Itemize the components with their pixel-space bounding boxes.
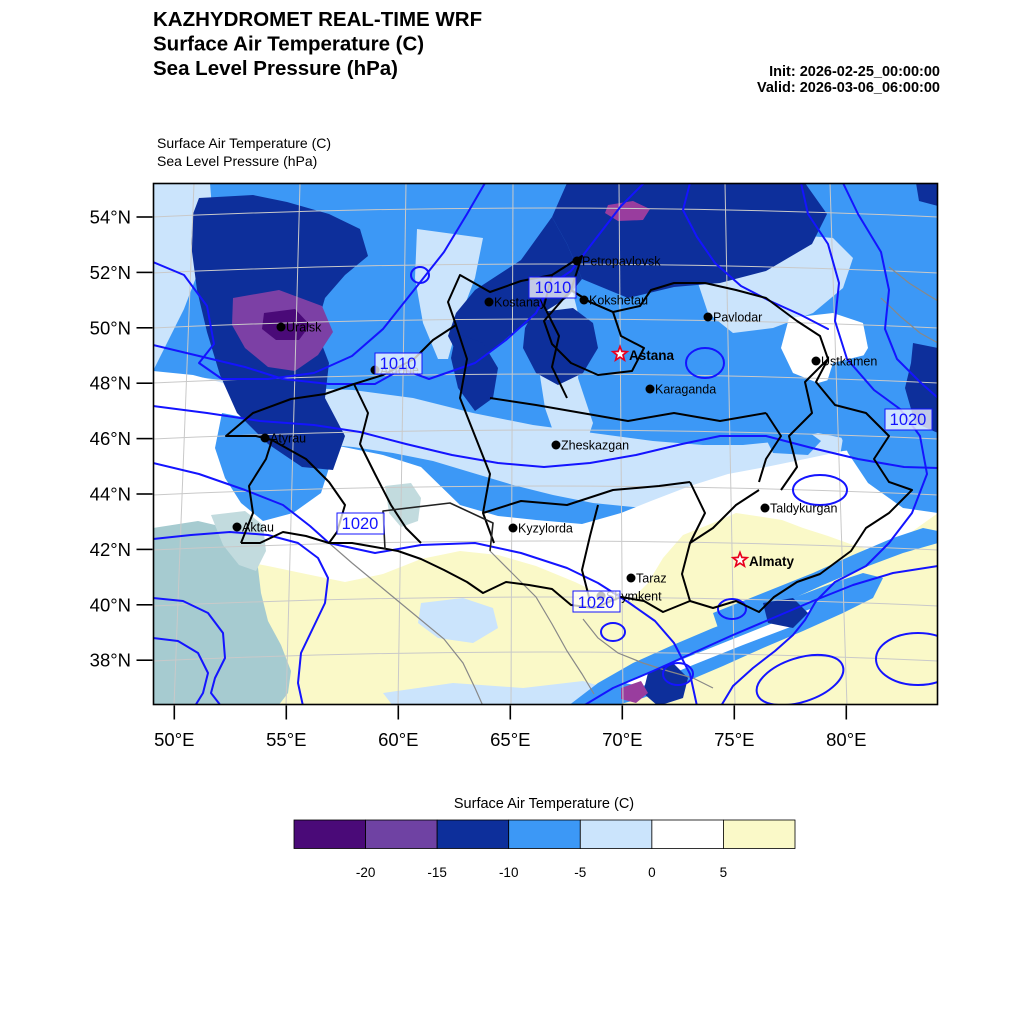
svg-text:Zheskazgan: Zheskazgan	[561, 439, 629, 453]
svg-text:48°N: 48°N	[90, 373, 131, 394]
svg-text:38°N: 38°N	[90, 650, 131, 671]
svg-text:Surface Air Temperature (C): Surface Air Temperature (C)	[454, 796, 634, 812]
svg-text:Astana: Astana	[629, 348, 675, 363]
svg-text:65°E: 65°E	[490, 729, 530, 750]
svg-text:80°E: 80°E	[826, 729, 866, 750]
svg-text:Kokshetau: Kokshetau	[589, 294, 648, 308]
svg-text:Kostanay: Kostanay	[494, 296, 547, 310]
svg-text:75°E: 75°E	[714, 729, 754, 750]
svg-text:54°N: 54°N	[90, 207, 131, 228]
svg-text:1010: 1010	[380, 355, 417, 373]
svg-text:1010: 1010	[535, 279, 572, 297]
svg-text:Atyrau: Atyrau	[270, 432, 306, 446]
svg-text:1020: 1020	[578, 594, 615, 612]
svg-text:44°N: 44°N	[90, 484, 131, 505]
svg-text:50°N: 50°N	[90, 317, 131, 338]
svg-text:Karaganda: Karaganda	[655, 383, 716, 397]
svg-text:1020: 1020	[890, 411, 927, 429]
svg-text:Taraz: Taraz	[636, 572, 667, 586]
svg-text:42°N: 42°N	[90, 539, 131, 560]
svg-text:Sea Level Pressure (hPa): Sea Level Pressure (hPa)	[153, 57, 398, 80]
svg-text:70°E: 70°E	[602, 729, 642, 750]
svg-text:1020: 1020	[342, 515, 379, 533]
svg-text:-15: -15	[427, 865, 447, 880]
svg-text:Taldykurgan: Taldykurgan	[770, 502, 837, 516]
svg-text:Kyzylorda: Kyzylorda	[518, 522, 573, 536]
svg-text:KAZHYDROMET REAL-TIME WRF: KAZHYDROMET REAL-TIME WRF	[153, 8, 482, 31]
svg-text:55°E: 55°E	[266, 729, 306, 750]
svg-text:Almaty: Almaty	[749, 554, 795, 569]
svg-text:Ustkamen: Ustkamen	[821, 355, 877, 369]
svg-text:40°N: 40°N	[90, 594, 131, 615]
svg-text:52°N: 52°N	[90, 262, 131, 283]
svg-text:Sea Level Pressure (hPa): Sea Level Pressure (hPa)	[157, 153, 317, 169]
svg-text:0: 0	[648, 865, 656, 880]
svg-text:-20: -20	[356, 865, 376, 880]
svg-text:46°N: 46°N	[90, 428, 131, 449]
svg-text:60°E: 60°E	[378, 729, 418, 750]
svg-text:Aktau: Aktau	[242, 521, 274, 535]
svg-text:-5: -5	[574, 865, 586, 880]
svg-text:Surface Air Temperature (C): Surface Air Temperature (C)	[157, 135, 331, 151]
svg-text:5: 5	[720, 865, 728, 880]
svg-text:Valid: 2026-03-06_06:00:00: Valid: 2026-03-06_06:00:00	[757, 80, 940, 96]
svg-text:-10: -10	[499, 865, 519, 880]
svg-text:50°E: 50°E	[154, 729, 194, 750]
svg-text:Surface Air Temperature (C): Surface Air Temperature (C)	[153, 33, 424, 56]
svg-text:Pavlodar: Pavlodar	[713, 311, 762, 325]
svg-text:Uralsk: Uralsk	[286, 321, 322, 335]
svg-text:Init: 2026-02-25_00:00:00: Init: 2026-02-25_00:00:00	[769, 64, 940, 80]
svg-text:Petropavlovsk: Petropavlovsk	[582, 255, 661, 269]
